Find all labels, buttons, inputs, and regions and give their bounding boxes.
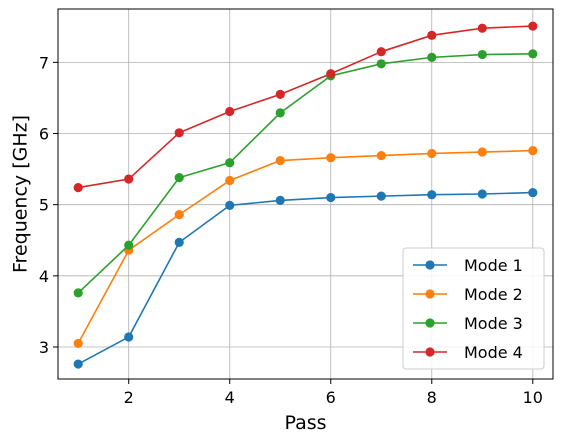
- data-point: [124, 332, 134, 342]
- data-point: [326, 69, 336, 79]
- legend-item: Mode 1: [413, 256, 523, 275]
- data-point: [326, 192, 336, 203]
- legend-marker: [425, 289, 435, 299]
- y-tick-label: 3: [39, 338, 49, 357]
- series-mode-1: [73, 187, 538, 369]
- data-point: [376, 59, 386, 69]
- data-point: [73, 338, 83, 349]
- data-point: [275, 108, 285, 118]
- data-point: [174, 128, 184, 138]
- data-point: [477, 189, 487, 199]
- series-layer: [73, 21, 538, 369]
- data-point: [275, 89, 285, 99]
- data-point: [528, 145, 538, 156]
- data-point: [427, 148, 437, 159]
- x-tick-label: 6: [326, 388, 336, 407]
- legend-label: Mode 2: [464, 285, 523, 304]
- legend: Mode 1 Mode 2 Mode 3 Mode 4: [402, 247, 545, 370]
- data-point: [477, 49, 487, 60]
- series-mode-2: [73, 145, 538, 349]
- data-point: [376, 47, 386, 57]
- series-mode-4: [73, 21, 538, 193]
- data-point: [528, 187, 538, 198]
- data-point: [427, 52, 437, 62]
- x-tick-label: 2: [124, 388, 134, 407]
- series-line: [77, 191, 533, 365]
- data-point: [275, 155, 285, 166]
- data-point: [477, 23, 487, 33]
- x-tick-label: 8: [427, 388, 437, 407]
- data-point: [124, 174, 134, 184]
- legend-box: [402, 247, 545, 370]
- legend-item: Mode 3: [413, 314, 523, 333]
- series-line: [77, 149, 533, 344]
- data-point: [225, 200, 235, 210]
- legend-label: Mode 1: [464, 256, 523, 275]
- legend-label: Mode 4: [464, 343, 523, 362]
- legend-marker: [425, 260, 435, 270]
- data-point: [376, 191, 386, 201]
- y-tick-label: 4: [39, 267, 49, 286]
- x-tick-label: 4: [225, 388, 235, 407]
- x-axis-label: Pass: [284, 412, 326, 434]
- data-point: [225, 106, 235, 117]
- data-point: [528, 49, 538, 59]
- data-point: [73, 182, 83, 193]
- data-point: [73, 359, 83, 369]
- y-axis-label: Frequency [GHz]: [10, 115, 32, 273]
- data-point: [124, 240, 134, 250]
- data-point: [427, 30, 437, 40]
- legend-item: Mode 4: [413, 343, 523, 362]
- plot-frame: [57, 8, 554, 380]
- legend-marker: [425, 318, 435, 328]
- data-point: [225, 175, 235, 186]
- series-mode-3: [73, 49, 538, 298]
- data-point: [275, 195, 285, 206]
- series-line: [78, 25, 533, 189]
- data-point: [477, 147, 487, 157]
- series-line: [77, 53, 533, 294]
- legend-item: Mode 2: [413, 285, 523, 304]
- data-point: [73, 288, 83, 298]
- legend-label: Mode 3: [464, 314, 523, 333]
- data-point: [174, 210, 184, 220]
- data-point: [174, 173, 184, 183]
- y-tick-label: 7: [39, 53, 49, 72]
- y-tick-label: 6: [39, 125, 49, 144]
- data-point: [427, 190, 437, 200]
- data-point: [225, 158, 235, 168]
- x-tick-label: 10: [523, 388, 543, 407]
- legend-marker: [425, 347, 435, 357]
- data-point: [528, 21, 538, 31]
- data-point: [376, 150, 386, 161]
- y-tick-label: 5: [39, 196, 49, 215]
- data-point: [174, 237, 184, 247]
- axis-ticks: 2 4 6 8 10 3 4 5 6 7: [39, 53, 543, 407]
- data-point: [326, 153, 336, 163]
